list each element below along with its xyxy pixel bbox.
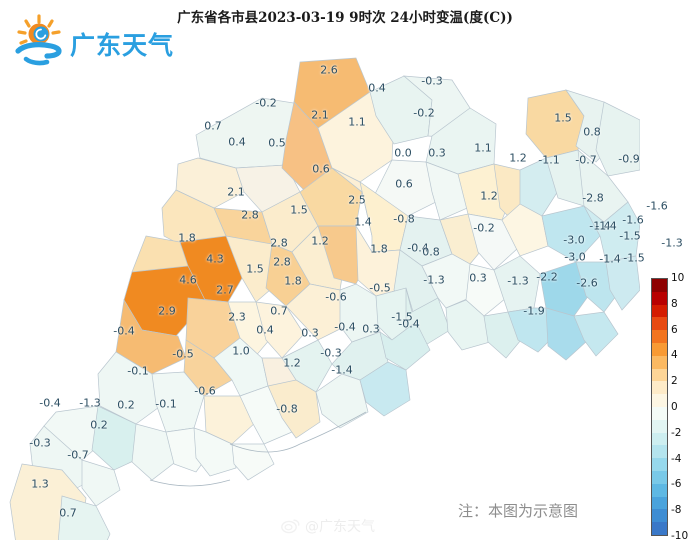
colorbar-tick: 0 bbox=[671, 401, 678, 413]
colorbar-segment bbox=[652, 291, 667, 305]
colorbar-tick: -6 bbox=[671, 478, 682, 491]
colorbar-segment bbox=[652, 381, 667, 395]
weibo-icon bbox=[281, 519, 300, 534]
map-value-label: -1.3 bbox=[661, 236, 683, 250]
colorbar-segment bbox=[652, 394, 667, 407]
colorbar-segment bbox=[652, 355, 667, 369]
map-note: 注：本图为示意图 bbox=[458, 502, 579, 520]
colorbar-segment bbox=[652, 419, 667, 433]
colorbar-segment bbox=[652, 368, 667, 382]
colorbar-tick: -8 bbox=[671, 504, 682, 517]
colorbar-segment bbox=[652, 432, 667, 446]
colorbar-segment bbox=[652, 279, 667, 292]
logo-label: 广东天气 bbox=[70, 31, 175, 60]
map-value-label: -1.6 bbox=[646, 199, 668, 213]
watermark-label: @广东天气 bbox=[305, 519, 375, 535]
colorbar-segment bbox=[652, 343, 667, 356]
page-title: 广东省各市县2023-03-19 9时次 24小时变温(度(C)) bbox=[177, 10, 513, 26]
colorbar-segment bbox=[652, 330, 667, 343]
colorbar-segment bbox=[652, 317, 667, 331]
colorbar-tick: -4 bbox=[671, 452, 682, 465]
colorbar-segment bbox=[652, 458, 667, 471]
map-svg bbox=[9, 57, 640, 540]
colorbar-segment bbox=[652, 445, 667, 459]
colorbar-tick: 8 bbox=[671, 297, 678, 310]
colorbar-segment bbox=[652, 509, 667, 523]
colorbar-tick: 10 bbox=[671, 272, 685, 284]
colorbar-segment bbox=[652, 304, 667, 318]
colorbar bbox=[651, 278, 668, 536]
colorbar-tick: 4 bbox=[671, 349, 678, 362]
brand-logo: 广东天气 bbox=[12, 14, 182, 70]
colorbar-tick: -2 bbox=[671, 426, 682, 439]
colorbar-tick-labels: 10 8 6 4 2 0 -2 -4 -6 -8 -10 bbox=[671, 272, 690, 542]
colorbar-tick: -10 bbox=[671, 530, 689, 542]
guangdong-temperature-change-map: 0.7 -0.2 0.4 0.5 2.6 2.1 1.1 0.4 -0.3 -0.2 0.0 0.3 1… bbox=[0, 40, 683, 540]
colorbar-segment bbox=[652, 483, 667, 497]
colorbar-tick: 2 bbox=[671, 375, 678, 388]
colorbar-segment bbox=[652, 471, 667, 484]
sun-wave-icon bbox=[12, 14, 70, 68]
colorbar-tick: 6 bbox=[671, 323, 678, 336]
colorbar-segment bbox=[652, 522, 667, 535]
colorbar-segment bbox=[652, 407, 667, 420]
colorbar-segment bbox=[652, 496, 667, 510]
watermark: @广东天气 bbox=[281, 516, 375, 536]
